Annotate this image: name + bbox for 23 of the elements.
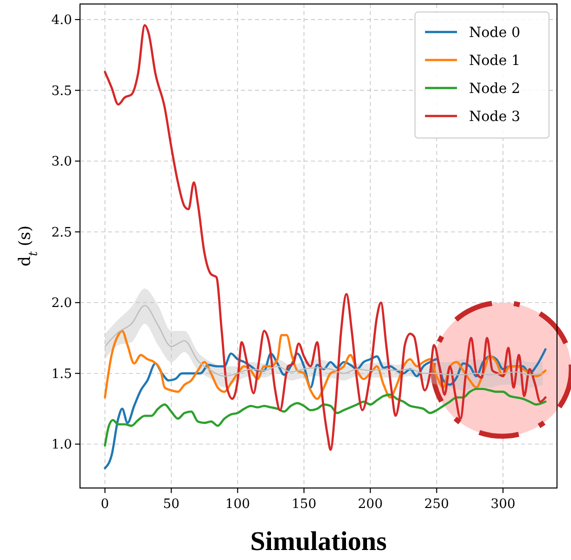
line-series xyxy=(104,348,547,470)
line-series xyxy=(104,24,547,451)
legend-label: Node 0 xyxy=(469,24,520,41)
x-tick-label: 300 xyxy=(490,497,516,512)
x-tick-label: 100 xyxy=(225,497,250,512)
x-tick-label: 150 xyxy=(292,497,316,512)
y-tick-label: 3.0 xyxy=(51,154,72,170)
y-tick-label: 1.5 xyxy=(51,366,72,382)
x-tick-label: 50 xyxy=(163,497,180,512)
y-tick-label: 2.5 xyxy=(51,225,72,240)
y-tick-label: 1.0 xyxy=(51,438,72,453)
legend-label: Node 1 xyxy=(469,52,520,69)
y-tick-label: 3.5 xyxy=(51,84,72,99)
x-tick-label: 0 xyxy=(100,497,110,512)
x-axis-title: Simulations xyxy=(250,526,387,556)
x-tick-label: 200 xyxy=(358,497,383,512)
legend-label: Node 2 xyxy=(469,80,520,97)
y-tick-label: 4.0 xyxy=(51,13,72,28)
x-tick-label: 250 xyxy=(424,497,450,512)
y-tick-label: 2.0 xyxy=(51,296,72,312)
legend-label: Node 3 xyxy=(469,108,520,125)
line-series xyxy=(104,330,547,400)
line-series xyxy=(104,388,547,447)
